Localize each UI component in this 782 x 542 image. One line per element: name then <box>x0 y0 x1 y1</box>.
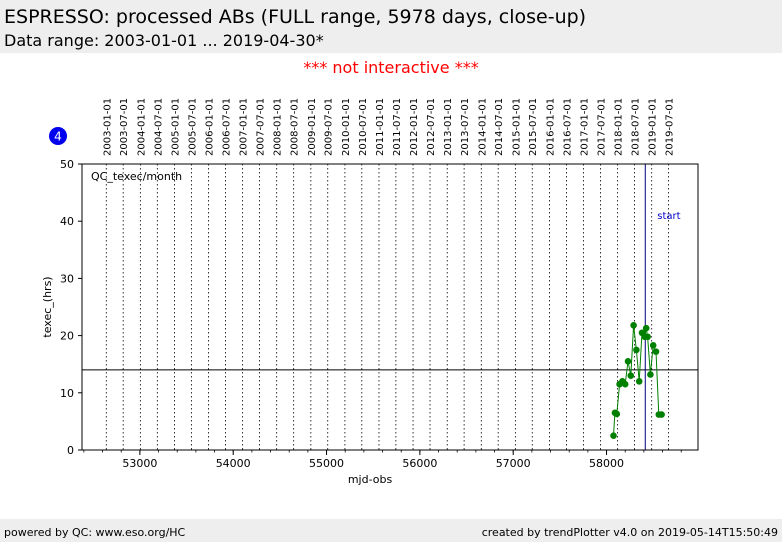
date-tick-label: 2016-01-01 <box>545 98 556 156</box>
date-tick-label: 2006-07-01 <box>221 98 232 156</box>
date-tick-label: 2018-07-01 <box>631 98 642 156</box>
data-point <box>613 410 621 418</box>
y-tick-label: 50 <box>60 158 74 171</box>
date-tick-label: 2006-01-01 <box>205 98 216 156</box>
panel-label: QC_texec/month <box>91 170 182 183</box>
badge-label: 4 <box>54 130 62 144</box>
footer-band <box>0 519 782 542</box>
data-point <box>627 372 635 379</box>
data-point <box>624 358 632 365</box>
date-tick-label: 2019-07-01 <box>665 98 676 156</box>
y-axis-label: texec_(hrs) <box>41 276 54 337</box>
x-tick-label: 55000 <box>309 457 344 470</box>
date-tick-label: 2008-07-01 <box>290 98 301 156</box>
header-band <box>0 0 782 53</box>
date-tick-label: 2007-07-01 <box>256 98 267 156</box>
x-tick-label: 56000 <box>402 457 437 470</box>
date-tick-label: 2008-01-01 <box>273 98 284 156</box>
date-tick-label: 2005-07-01 <box>187 98 198 156</box>
date-tick-label: 2017-07-01 <box>596 98 607 156</box>
plot-frame <box>81 163 699 451</box>
date-tick-label: 2009-07-01 <box>324 98 335 156</box>
x-tick-label: 58000 <box>589 457 624 470</box>
not-interactive-notice: *** not interactive *** <box>303 58 479 77</box>
date-tick-label: 2012-01-01 <box>409 98 420 156</box>
data-point <box>642 324 650 332</box>
date-tick-label: 2015-01-01 <box>511 98 522 156</box>
date-tick-label: 2016-07-01 <box>562 98 573 156</box>
date-tick-label: 2014-01-01 <box>477 98 488 156</box>
date-tick-label: 2015-07-01 <box>528 98 539 156</box>
footer-created-by: created by trendPlotter v4.0 on 2019-05-… <box>481 526 778 539</box>
date-tick-label: 2003-07-01 <box>119 98 130 156</box>
date-tick-label: 2010-01-01 <box>341 98 352 156</box>
footer-powered-by: powered by QC: www.eso.org/HC <box>4 526 186 539</box>
y-tick-label: 10 <box>60 387 74 400</box>
data-point <box>630 322 637 329</box>
date-tick-label: 2014-07-01 <box>494 98 505 156</box>
x-tick-label: 57000 <box>496 457 531 470</box>
x-axis-label: mjd-obs <box>348 473 393 486</box>
data-point <box>610 432 617 440</box>
data-point <box>658 411 665 418</box>
page-subtitle: Data range: 2003-01-01 ... 2019-04-30* <box>4 31 324 50</box>
data-point <box>652 348 660 355</box>
y-tick-label: 30 <box>60 272 74 285</box>
data-point <box>621 380 629 388</box>
data-point <box>635 378 643 385</box>
data-point <box>647 371 654 378</box>
date-tick-label: 2004-01-01 <box>136 98 147 156</box>
date-tick-label: 2019-01-01 <box>648 98 659 156</box>
date-tick-label: 2018-01-01 <box>614 98 625 156</box>
page-title: ESPRESSO: processed ABs (FULL range, 597… <box>4 6 587 28</box>
badge-circle <box>49 127 67 145</box>
date-tick-label: 2013-07-01 <box>460 98 471 156</box>
date-tick-label: 2017-01-01 <box>580 98 591 156</box>
date-tick-label: 2010-07-01 <box>358 98 369 156</box>
x-tick-label: 53000 <box>122 457 157 470</box>
date-tick-label: 2004-07-01 <box>153 98 164 156</box>
data-point <box>649 342 657 349</box>
plot-area <box>82 164 698 450</box>
y-tick-label: 40 <box>60 215 74 228</box>
start-marker-label: start <box>657 211 680 222</box>
data-point <box>633 346 640 354</box>
data-point <box>644 333 651 341</box>
date-tick-label: 2007-01-01 <box>239 98 250 156</box>
x-tick-label: 54000 <box>216 457 251 470</box>
trend-chart: 2003-01-01 2003-07-01 2004-01-01 2004-07-01… <box>41 98 699 486</box>
date-tick-label: 2009-01-01 <box>307 98 318 156</box>
date-tick-label: 2012-07-01 <box>426 98 437 156</box>
y-tick-label: 0 <box>67 444 74 457</box>
date-tick-label: 2003-01-01 <box>102 98 113 156</box>
date-tick-label: 2011-01-01 <box>375 98 386 156</box>
date-tick-label: 2005-01-01 <box>170 98 181 156</box>
date-tick-label: 2011-07-01 <box>392 98 403 156</box>
date-tick-label: 2013-01-01 <box>443 98 454 156</box>
y-tick-label: 20 <box>60 330 74 343</box>
